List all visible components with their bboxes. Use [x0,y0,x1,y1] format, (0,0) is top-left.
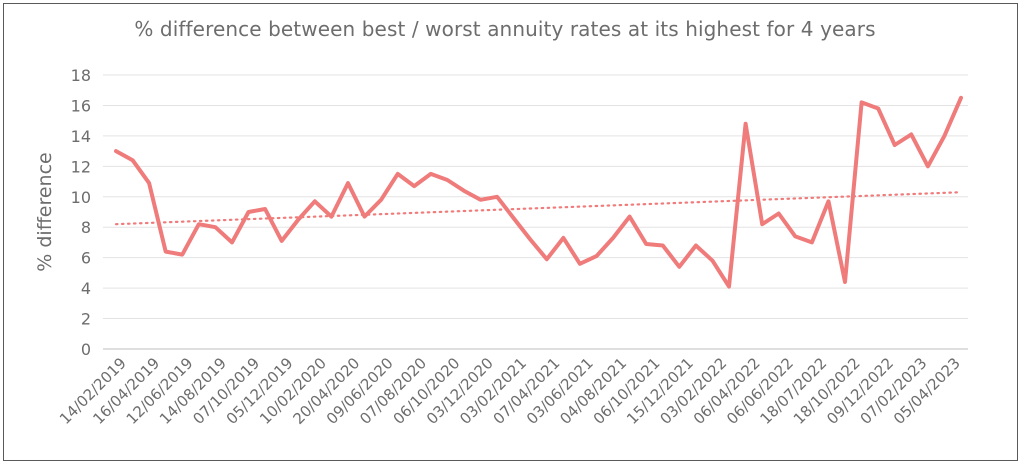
data-point [860,100,864,104]
data-point [131,158,135,162]
data-point [313,199,317,203]
data-point [561,236,565,240]
data-point [230,240,234,244]
data-point [942,134,946,138]
data-point [661,243,665,247]
data-point [727,285,731,289]
chart-title: % difference between best / worst annuit… [134,17,876,41]
y-tick-label: 16 [71,96,91,115]
data-point [263,207,267,211]
data-point [826,199,830,203]
y-tick-label: 18 [71,66,91,85]
y-axis-label: % difference [34,152,56,271]
data-point [959,96,963,100]
data-point [545,257,549,261]
data-point [694,243,698,247]
data-point [611,236,615,240]
y-tick-label: 0 [81,340,91,359]
data-point [909,132,913,136]
data-point [396,172,400,176]
data-point [346,181,350,185]
data-point [893,143,897,147]
data-point [147,181,151,185]
data-point [628,215,632,219]
y-tick-label: 2 [81,310,91,329]
data-point [926,164,930,168]
data-point [462,189,466,193]
y-axis-ticks: 0 2 4 6 8 10 12 14 16 18 [71,66,91,359]
data-point [512,216,516,220]
data-point [760,222,764,226]
data-point [876,106,880,110]
data-point [280,239,284,243]
data-point [379,198,383,202]
series-line [114,95,963,289]
data-point [793,234,797,238]
y-tick-label: 12 [71,157,91,176]
data-point [744,122,748,126]
data-point [528,237,532,241]
data-point [445,178,449,182]
data-point [197,222,201,226]
data-point [296,218,300,222]
data-point [777,212,781,216]
data-point [329,215,333,219]
data-point [180,253,184,257]
data-point [247,210,251,214]
data-point [578,262,582,266]
y-tick-label: 4 [81,279,91,298]
data-point [363,215,367,219]
data-point [843,280,847,284]
gridlines [103,74,968,350]
y-tick-label: 10 [71,188,91,207]
data-point [677,265,681,269]
data-point [429,172,433,176]
data-point [710,259,714,263]
x-axis-ticks: 14/02/201916/04/201912/06/201914/08/2019… [56,354,964,428]
data-point [495,195,499,199]
data-point [644,242,648,246]
y-tick-label: 8 [81,218,91,237]
y-tick-label: 14 [71,127,91,146]
data-point [114,149,118,153]
y-tick-label: 6 [81,249,91,268]
data-point [810,240,814,244]
data-point [412,184,416,188]
series-layer [114,95,963,289]
data-point [479,198,483,202]
data-point [594,254,598,258]
data-point [213,225,217,229]
data-point [164,250,168,254]
